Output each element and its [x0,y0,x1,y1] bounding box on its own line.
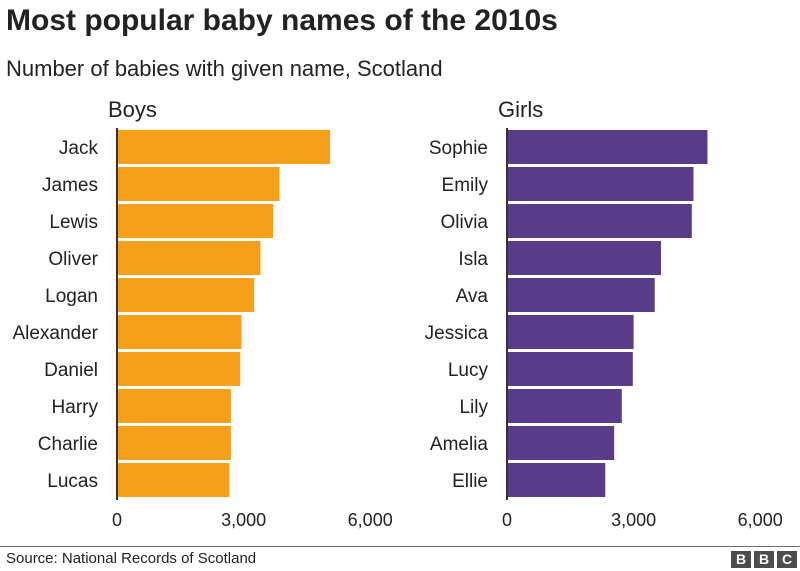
girls-bar-amelia [507,426,615,460]
girls-category-label: Lily [459,397,488,418]
boys-bar-harry [117,389,231,423]
girls-bar-ava [507,278,655,312]
boys-bar-lewis [117,204,274,238]
girls-tick-label: 0 [502,510,512,530]
boys-category-label: Lucas [47,471,98,492]
girls-bar-emily [507,167,694,201]
boys-category-label: Logan [45,286,98,307]
girls-tick-label: 3,000 [611,510,656,530]
boys-bar-daniel [117,352,241,386]
boys-bar-james [117,167,280,201]
boys-category-label: Daniel [44,360,98,381]
girls-bar-olivia [507,204,692,238]
girls-category-label: Emily [442,175,489,196]
girls-panel: Girls Sophie Emily Olivia Isla Ava Jessica Lucy… [425,97,783,530]
boys-category-label: Charlie [38,434,98,455]
bbc-logo-block-2: B [754,551,774,568]
boys-bar-charlie [117,426,231,460]
girls-category-label: Ava [456,286,489,307]
boys-panel: Boys Jack James Lewis Oliver Logan Alexander Da… [12,97,392,530]
chart-title: Most popular baby names of the 2010s [6,4,558,37]
boys-category-label: James [42,175,98,196]
boys-bar-logan [117,278,255,312]
boys-bar-alexander [117,315,242,349]
girls-tick-label: 6,000 [738,510,783,530]
girls-bar-isla [507,241,661,275]
girls-bar-jessica [507,315,634,349]
girls-category-label: Isla [458,249,488,270]
source-note: Source: National Records of Scotland [6,550,257,567]
bbc-logo-block-1: B [731,551,751,568]
boys-category-label: Lewis [49,212,98,233]
girls-category-label: Jessica [425,323,489,344]
chart-svg: Boys Jack James Lewis Oliver Logan Alexander Da… [12,97,783,530]
girls-category-label: Lucy [448,360,489,381]
girls-bar-lily [507,389,622,423]
girls-panel-title: Girls [498,97,543,122]
girls-bar-sophie [507,130,708,164]
boys-bar-oliver [117,241,261,275]
boys-tick-label: 6,000 [348,510,393,530]
girls-category-label: Sophie [429,138,488,159]
chart-subtitle: Number of babies with given name, Scotla… [6,56,443,81]
girls-bar-ellie [507,463,606,497]
footer-divider [0,546,800,547]
girls-bar-lucy [507,352,633,386]
bbc-logo-block-3: C [777,551,797,568]
boys-bar-lucas [117,463,230,497]
boys-category-label: Jack [59,138,99,159]
boys-category-label: Alexander [12,323,98,344]
boys-panel-title: Boys [108,97,157,122]
boys-tick-label: 0 [112,510,122,530]
boys-tick-label: 3,000 [221,510,266,530]
boys-category-label: Oliver [48,249,98,270]
bbc-logo: B B C [731,551,797,568]
girls-category-label: Ellie [452,471,488,492]
girls-category-label: Amelia [430,434,489,455]
boys-bar-jack [117,130,331,164]
girls-category-label: Olivia [440,212,488,233]
boys-category-label: Harry [52,397,99,418]
